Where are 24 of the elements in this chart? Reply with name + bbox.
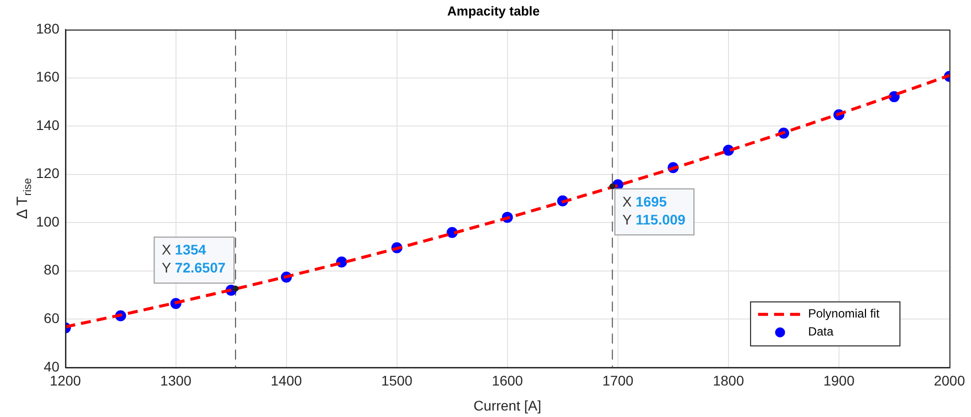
y-tick-label: 40: [44, 358, 60, 374]
y-tick-label: 140: [36, 116, 60, 133]
annotation: X 1354 Y 72.6507: [162, 241, 226, 276]
y-tick-label: 120: [36, 165, 60, 182]
chart-title: Ampacity table: [447, 3, 540, 18]
y-tick-label: 60: [44, 310, 60, 326]
x-tick-label: 1300: [160, 372, 192, 389]
x-tick-label: 2000: [934, 372, 966, 389]
x-tick-label: 1200: [50, 372, 82, 389]
legend-label: Polynomial fit: [808, 306, 880, 321]
annotation: X 1695 Y 115.009: [622, 193, 686, 228]
x-tick-label: 1700: [602, 372, 634, 389]
y-tick-label: 80: [44, 262, 60, 278]
y-tick-label: 180: [36, 20, 60, 36]
legend-label: Data: [808, 324, 834, 339]
x-tick-label: 1600: [492, 372, 524, 389]
y-tick-label: 100: [36, 213, 60, 230]
x-axis-title: Current [A]: [474, 397, 542, 414]
y-axis-title: Δ Trise: [14, 178, 34, 220]
x-tick-label: 1900: [823, 372, 855, 389]
x-tick-label: 1500: [381, 372, 413, 389]
y-tick-label: 160: [36, 68, 60, 85]
x-tick-label: 1800: [712, 372, 744, 389]
x-tick-label: 1400: [270, 372, 302, 389]
